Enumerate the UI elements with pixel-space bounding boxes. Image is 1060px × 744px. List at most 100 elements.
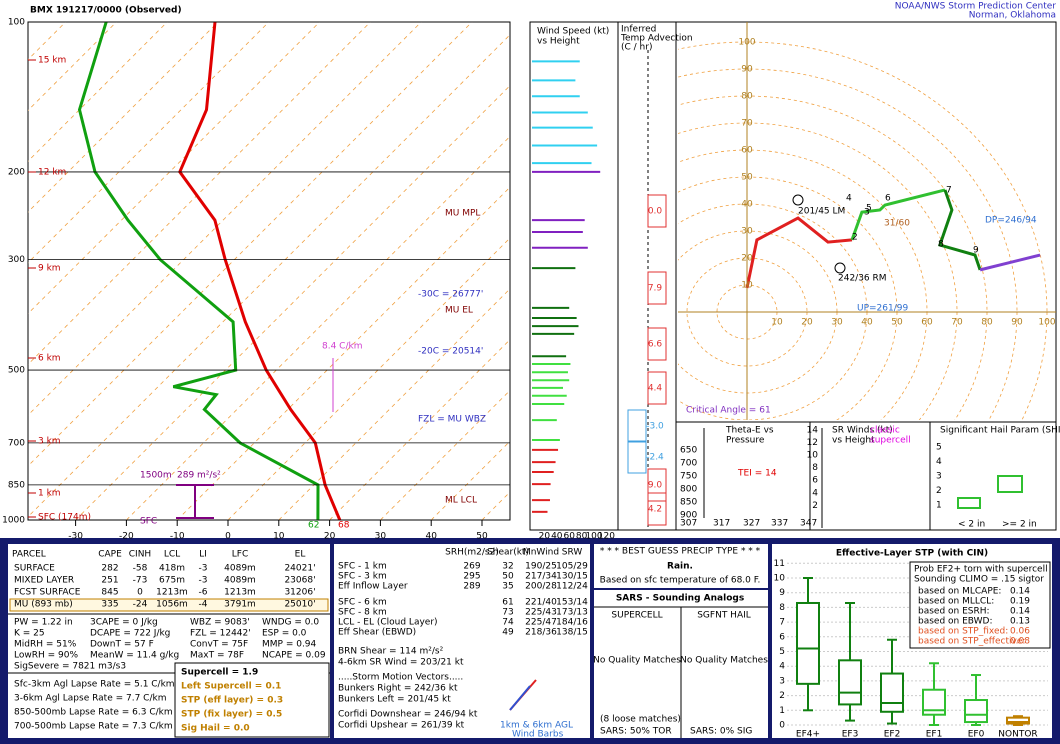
wind-tick: 80: [576, 532, 588, 542]
srwind-tick: 6: [812, 476, 818, 486]
kin-cell: 184/16: [556, 618, 588, 628]
box: [964, 699, 988, 724]
ship-box: [957, 497, 981, 509]
isotherm: [28, 22, 117, 111]
composite-box: [174, 662, 330, 738]
prob-label: based on MLCAPE:: [918, 587, 1001, 597]
kin-cell: 295: [463, 572, 480, 582]
isotherm: [28, 22, 371, 365]
hodo-label: 90: [1011, 318, 1023, 328]
temp-label: 0: [225, 532, 231, 542]
index: WBZ = 9083': [190, 618, 250, 628]
kin-line: BRN Shear = 114 m²/s²: [338, 647, 444, 657]
isotherm: [28, 22, 168, 162]
stp-tick: 6: [779, 632, 785, 642]
kin-line: Bunkers Right = 242/36 kt: [338, 684, 458, 694]
label: 750: [680, 472, 697, 482]
label: 900: [680, 511, 697, 521]
parcel-cell: 1213m: [156, 588, 188, 598]
label: Inferred: [621, 25, 656, 35]
label: 317: [713, 519, 730, 529]
index: DCAPE = 722 J/kg: [90, 629, 170, 639]
hodo-label: 50: [891, 318, 903, 328]
kin-cell: 105/29: [556, 562, 588, 572]
isotherm: [227, 237, 510, 520]
advection-label: 0.0: [648, 207, 663, 217]
kin-cell: 50: [502, 572, 514, 582]
parcel-header: LFC: [232, 550, 248, 560]
credit: NOAA/NWS Storm Prediction Center: [895, 2, 1057, 12]
stp-tick: 10: [774, 574, 786, 584]
parcel-header: CAPE: [98, 550, 122, 560]
index: PW = 1.22 in: [14, 618, 73, 628]
label: 800: [680, 485, 697, 495]
index: 3CAPE = 0 J/kg: [90, 618, 158, 628]
pressure-label: 850: [8, 480, 25, 490]
advection-box: [647, 468, 667, 502]
label: SGFNT HAIL: [697, 611, 751, 621]
kin-header: Shear(kt): [487, 548, 529, 558]
label: SARS: 0% SIG: [690, 727, 752, 737]
kin-line: Corfidi Upshear = 261/39 kt: [338, 721, 465, 731]
parcel-cell: -4: [199, 600, 208, 610]
parcel-cell: 1056m: [156, 600, 188, 610]
label: 347: [800, 519, 817, 529]
kin-cell: 73: [502, 608, 513, 618]
parcel-cell: 418m: [159, 564, 185, 574]
parcel-cell: -6: [199, 588, 208, 598]
ship-tick: 1: [936, 501, 942, 511]
kin-cell: 74: [502, 618, 514, 628]
hodo-label: 60: [921, 318, 933, 328]
label: 1km & 6km AGL: [500, 721, 573, 731]
kin-cell: 225/47: [525, 618, 557, 628]
parcel-cell: 31206': [284, 588, 315, 598]
prob-value: 0.08: [1010, 637, 1030, 647]
temperature-trace: [178, 22, 342, 520]
label: Prob EF2+ torn with supercell: [914, 565, 1048, 575]
isotherm: [28, 22, 320, 315]
prob-label: based on MLLCL:: [918, 597, 994, 607]
label: Wind Barbs: [512, 730, 564, 740]
kin-cell: 153/14: [556, 598, 588, 608]
kin-cell: 138/15: [556, 628, 588, 638]
ship-box: [997, 475, 1023, 493]
stp-tick: 7: [779, 618, 785, 628]
isotherm: [75, 85, 510, 520]
label: No Quality Matches: [593, 656, 681, 666]
label: UP=261/99: [857, 304, 908, 314]
parcel-cell: 845: [101, 588, 118, 598]
lapse-rate: 3-6km Agl Lapse Rate = 7.7 C/km: [14, 694, 166, 704]
annotation: ML LCL: [445, 496, 477, 506]
height-label: 9 km: [38, 264, 61, 274]
height-label: 12 km: [38, 168, 66, 178]
kin-cell: 225/43: [525, 608, 557, 618]
srwind-tick: 12: [807, 438, 818, 448]
hodo-point-label: 2: [852, 233, 858, 243]
ship-frame: [929, 421, 1057, 531]
advection-box: [647, 194, 667, 228]
parcel-cell: -24: [133, 600, 148, 610]
srwind-tick: 4: [812, 488, 818, 498]
annotation: MU EL: [445, 306, 473, 316]
index: WNDG = 0.0: [262, 618, 319, 628]
wind-tick: 100: [585, 532, 602, 542]
stp-tick: 11: [774, 559, 785, 569]
pressure-label: 200: [8, 167, 25, 177]
parcel-cell: 0: [137, 588, 143, 598]
kin-cell: 61: [502, 598, 513, 608]
label: Critical Angle = 61: [686, 406, 771, 416]
parcel-header: EL: [295, 550, 306, 560]
label: SUPERCELL: [611, 611, 662, 621]
label: 327: [743, 519, 760, 529]
stp-tick: 9: [779, 588, 785, 598]
advection-label: -2.4: [646, 453, 664, 463]
prob-label: based on ESRH:: [918, 607, 990, 617]
kin-cell: 217/34: [525, 572, 557, 582]
label: vs Height: [537, 37, 580, 47]
kin-cell: Eff Inflow Layer: [338, 582, 408, 592]
pressure-label: 300: [8, 255, 25, 265]
advection-label: 7.9: [648, 284, 663, 294]
parcel-cell: 23068': [284, 576, 315, 586]
parcel-cell: MIXED LAYER: [14, 576, 74, 586]
kin-cell: SFC - 3 km: [338, 572, 387, 582]
